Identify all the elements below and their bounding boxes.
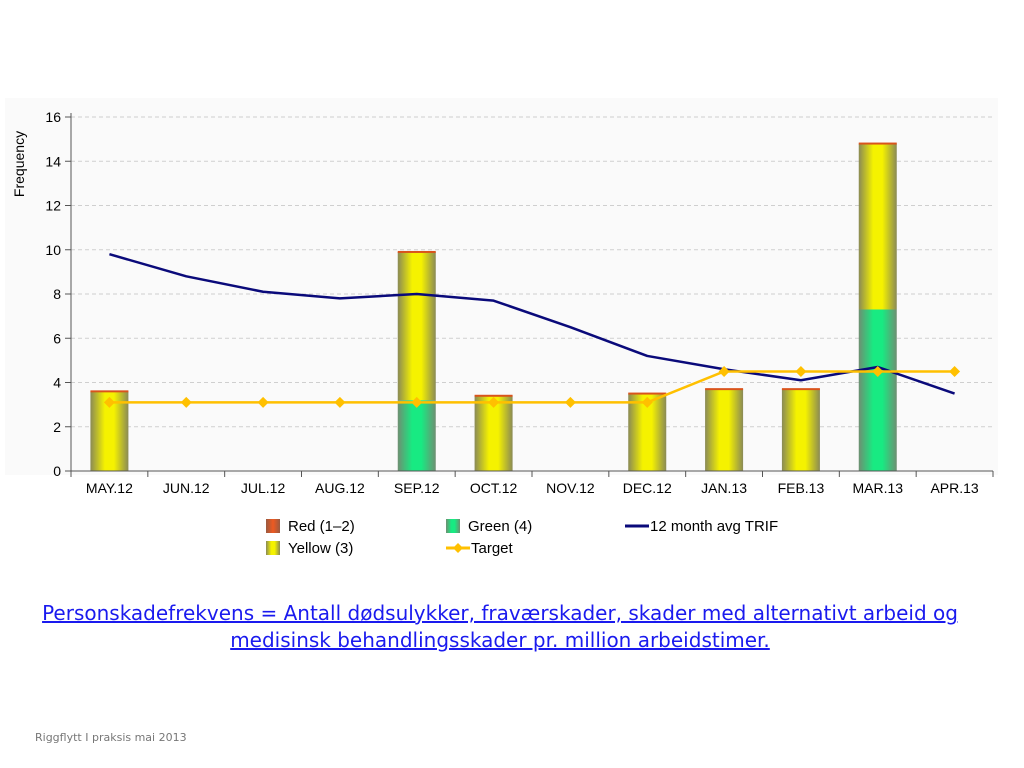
bar-green — [397, 400, 436, 471]
y-axis-title: Frequency — [11, 131, 27, 197]
bar-yellow — [474, 395, 513, 471]
legend-swatch — [446, 519, 460, 533]
y-tick-label: 8 — [53, 286, 61, 302]
legend-label: Red (1–2) — [288, 518, 355, 535]
target-marker — [949, 365, 961, 377]
x-tick-label: NOV.12 — [546, 480, 595, 496]
chart: 0 2 4 6 8 10 12 14 16 Frequency MAY.12 JUN.12 JUL.12… — [5, 98, 998, 557]
legend-label: Target — [471, 540, 514, 557]
x-tick-label: JAN.13 — [701, 480, 747, 496]
legend-label: Green (4) — [468, 518, 532, 535]
bar-top-cap — [628, 392, 667, 395]
y-tick-label: 0 — [53, 463, 61, 479]
bar-yellow — [781, 389, 820, 471]
bar-top-cap — [781, 388, 820, 391]
target-marker — [872, 365, 884, 377]
x-tick-label: FEB.13 — [778, 480, 825, 496]
bar-top-cap — [858, 142, 897, 145]
target-marker — [180, 396, 192, 408]
bar-yellow — [705, 389, 744, 471]
y-tick-label: 2 — [53, 419, 61, 435]
y-tick-label: 6 — [53, 330, 61, 346]
bar-top-cap — [474, 394, 513, 397]
target-marker — [564, 396, 576, 408]
x-tick-label: APR.13 — [930, 480, 978, 496]
x-tick-label: AUG.12 — [315, 480, 365, 496]
x-tick-label: MAR.13 — [852, 480, 903, 496]
y-tick-label: 4 — [53, 375, 61, 391]
bar-green — [858, 309, 897, 471]
bars — [90, 142, 897, 471]
legend-label: Yellow (3) — [288, 540, 353, 557]
x-tick-label: JUL.12 — [241, 480, 286, 496]
x-tick-label: MAY.12 — [86, 480, 133, 496]
legend-marker — [453, 543, 463, 553]
axes: 0 2 4 6 8 10 12 14 16 Frequency MAY.12 JUN.12 JUL.12… — [11, 109, 994, 496]
y-tick-label: 16 — [45, 109, 61, 125]
bar-yellow — [858, 143, 897, 310]
bar-yellow — [397, 251, 436, 401]
target-marker — [334, 396, 346, 408]
bar-top-cap — [397, 250, 436, 253]
x-tick-label: JUN.12 — [163, 480, 210, 496]
target-marker — [488, 396, 500, 408]
target-marker — [795, 365, 807, 377]
target-marker — [257, 396, 269, 408]
legend-label: 12 month avg TRIF — [650, 518, 778, 535]
footer-text: Riggflytt I praksis mai 2013 — [35, 731, 187, 744]
target-marker — [103, 396, 115, 408]
y-tick-label: 12 — [45, 198, 61, 214]
x-tick-label: DEC.12 — [623, 480, 672, 496]
bar-top-cap — [705, 388, 744, 391]
lines — [103, 252, 961, 408]
y-tick-label: 14 — [45, 153, 61, 169]
bar-top-cap — [90, 390, 129, 393]
caption: Personskadefrekvens = Antall dødsulykker… — [42, 601, 958, 652]
trif-line — [109, 252, 955, 395]
target-marker — [718, 365, 730, 377]
legend-swatch — [266, 541, 280, 555]
target-marker — [411, 396, 423, 408]
y-tick-label: 10 — [45, 242, 61, 258]
target-line — [109, 370, 955, 404]
x-tick-label: OCT.12 — [470, 480, 518, 496]
legend-swatch — [266, 519, 280, 533]
target-marker — [641, 396, 653, 408]
x-tick-label: SEP.12 — [394, 480, 440, 496]
legend: Red (1–2) Green (4) 12 month avg TRIF Yello… — [266, 518, 778, 557]
